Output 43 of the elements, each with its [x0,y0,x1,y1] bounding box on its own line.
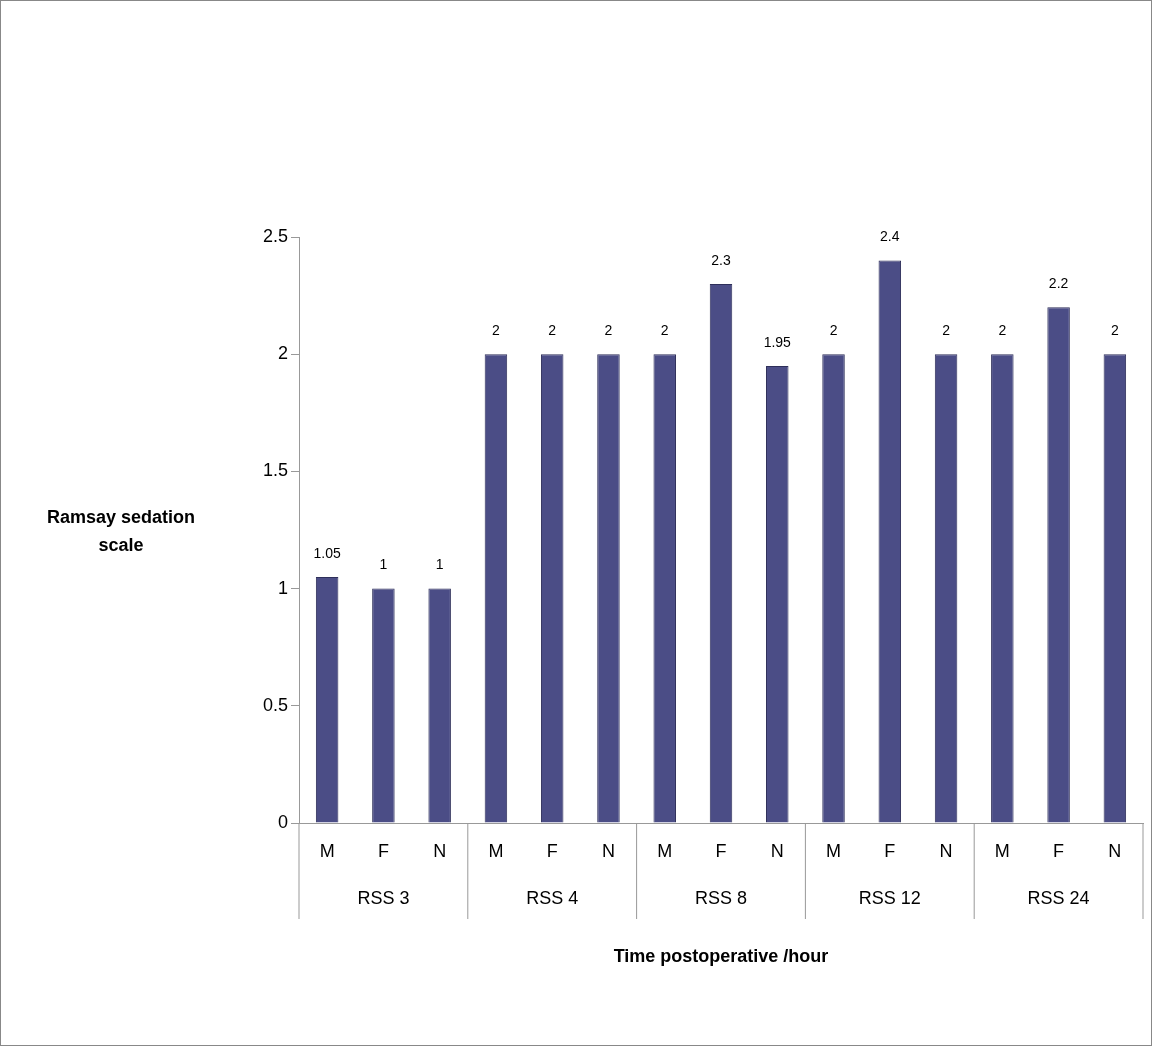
x-tick-label: N [433,840,447,861]
data-label: 1 [435,556,444,573]
x-axis-title: Time postoperative /hour [613,945,829,966]
text: RSS 3 [357,887,410,908]
x-tick-label: F [377,840,389,861]
data-label: 2 [604,322,613,339]
x-tick-label: F [884,840,896,861]
x-tick-label: M [657,840,673,861]
data-label: 2.4 [880,228,900,245]
data-label: 2 [942,322,951,339]
data-label: 2 [998,322,1007,339]
text: RSS 8 [694,887,748,908]
text: RSS 24 [1027,887,1090,908]
y-tick-label: 2 [277,343,288,364]
x-tick-label: F [1053,840,1065,861]
x-tick-label: M [319,840,335,861]
data-label: 2 [660,322,669,339]
data-label: 1 [379,556,388,573]
x-tick-label: M [826,840,842,861]
data-label: 2 [1110,322,1119,339]
x-tick-label: M [488,840,504,861]
data-label: 2 [548,322,557,339]
data-label: 1.95 [763,333,792,350]
data-label: 2.2 [1048,275,1069,292]
data-label: 2.3 [711,251,731,268]
x-tick-label: N [1108,840,1122,861]
x-tick-label: N [939,840,953,861]
x-tick-label: F [546,840,558,861]
x-tick-label: N [601,840,615,861]
y-tick-label: 2.5 [262,225,288,246]
y-tick-label: 1.5 [262,460,288,481]
text: RSS 4 [526,887,579,908]
y-tick-label: 1 [277,577,288,598]
data-label: 2 [492,322,501,339]
y-axis-title: Ramsay sedation scale [46,506,196,555]
x-tick-label: M [994,840,1010,861]
x-tick-label: F [715,840,727,861]
text: RSS 12 [858,887,921,908]
data-label: 2 [829,322,838,339]
y-tick-label: 0.5 [262,694,288,715]
x-tick-label: N [770,840,784,861]
data-label: 1.05 [313,544,341,561]
y-tick-label: 0 [277,811,288,832]
